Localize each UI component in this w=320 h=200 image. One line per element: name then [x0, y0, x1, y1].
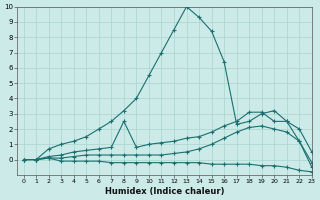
- X-axis label: Humidex (Indice chaleur): Humidex (Indice chaleur): [105, 187, 224, 196]
